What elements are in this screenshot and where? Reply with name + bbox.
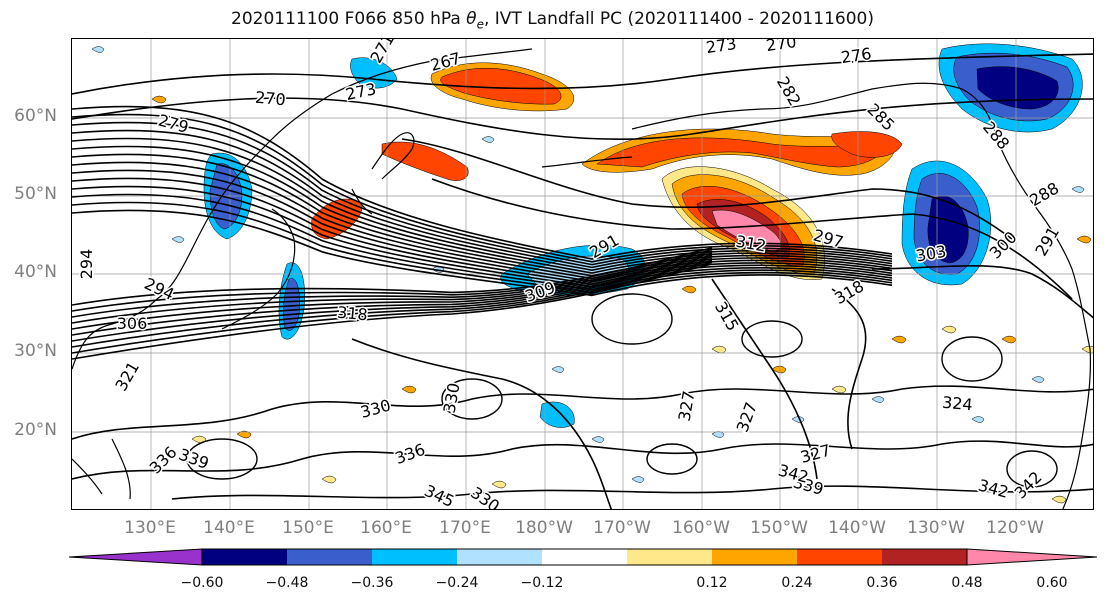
lon-label: 140°E <box>203 518 255 538</box>
lon-label: 130°E <box>124 518 176 538</box>
colorbar-bin <box>457 549 542 565</box>
contour-label: 336 <box>393 440 428 468</box>
coastlines <box>72 48 1092 509</box>
contour-label: 279 <box>156 111 190 137</box>
contour-label: 288 <box>1026 178 1062 210</box>
lon-label: 150°W <box>750 518 808 538</box>
contour-label: 285 <box>863 100 898 135</box>
colorbar-tick-label: −0.36 <box>350 575 394 591</box>
colorbar-tick-label: 0.48 <box>951 575 983 591</box>
colorbar-tick-label: 0.12 <box>696 575 728 591</box>
contour-label: 324 <box>941 393 973 415</box>
contour-label: 321 <box>111 358 143 394</box>
colorbar-bin <box>627 549 712 565</box>
colorbar-tick-label: 0.36 <box>866 575 898 591</box>
lon-label: 160°W <box>672 518 730 538</box>
lon-label: 160°E <box>360 518 412 538</box>
colorbar-tick-label: −0.12 <box>520 575 564 591</box>
colorbar-bin <box>712 549 797 565</box>
map-title: 2020111100 F066 850 hPa θe, IVT Landfall… <box>231 9 874 32</box>
colorbar-extend-min <box>68 548 203 566</box>
lat-label: 40°N <box>14 262 57 282</box>
colorbar-extend-max <box>966 548 1098 566</box>
colorbar <box>68 548 1098 566</box>
map-panel: 271 267 270 273 273 270 276 282 279 285 288 288 291 2… <box>71 38 1094 510</box>
lon-label: 140°W <box>828 518 886 538</box>
contour-label: 294 <box>77 249 96 280</box>
colorbar-bin <box>372 549 457 565</box>
lat-label: 20°N <box>14 420 57 440</box>
contour-label: 306 <box>117 314 148 333</box>
colorbar-tick-label: 0.60 <box>1036 575 1068 591</box>
lon-label: 130°W <box>907 518 965 538</box>
colorbar-tick-label: −0.60 <box>180 575 224 591</box>
contour-label: 330 <box>440 381 464 414</box>
contour-label: 282 <box>773 73 805 109</box>
colorbar-bin <box>797 549 882 565</box>
contour-label: 330 <box>358 396 392 422</box>
lat-label: 30°N <box>14 341 57 361</box>
colorbar-tick-label: 0.24 <box>781 575 813 591</box>
colorbar-tick-label: −0.48 <box>265 575 309 591</box>
contour-label: 270 <box>765 39 798 55</box>
contour-label: 273 <box>705 39 738 57</box>
lon-label: 170°E <box>439 518 491 538</box>
colorbar-bin <box>287 549 372 565</box>
lon-label: 120°W <box>986 518 1044 538</box>
contour-label: 276 <box>840 44 873 67</box>
contour-label: 315 <box>711 298 743 334</box>
colorbar-tick-label: −0.24 <box>435 575 479 591</box>
contour-label: 273 <box>344 79 378 104</box>
colorbar-bin <box>202 549 287 565</box>
contour-label: 270 <box>254 88 286 110</box>
contour-label: 339 <box>176 445 211 473</box>
colorbar-bin <box>882 549 967 565</box>
contour-label: 327 <box>733 400 761 435</box>
contour-label: 300 <box>986 228 1021 263</box>
lon-label: 180°W <box>515 518 573 538</box>
lat-label: 50°N <box>14 184 57 204</box>
theta-e-contours <box>72 53 1093 509</box>
contour-label: 327 <box>675 389 699 422</box>
lon-label: 170°W <box>593 518 651 538</box>
lon-label: 150°E <box>282 518 334 538</box>
contour-label: 345 <box>421 481 457 510</box>
colorbar-bin <box>542 549 627 565</box>
lat-label: 60°N <box>14 106 57 126</box>
contour-label: 342 <box>976 476 1010 502</box>
contour-label: 318 <box>336 303 368 325</box>
